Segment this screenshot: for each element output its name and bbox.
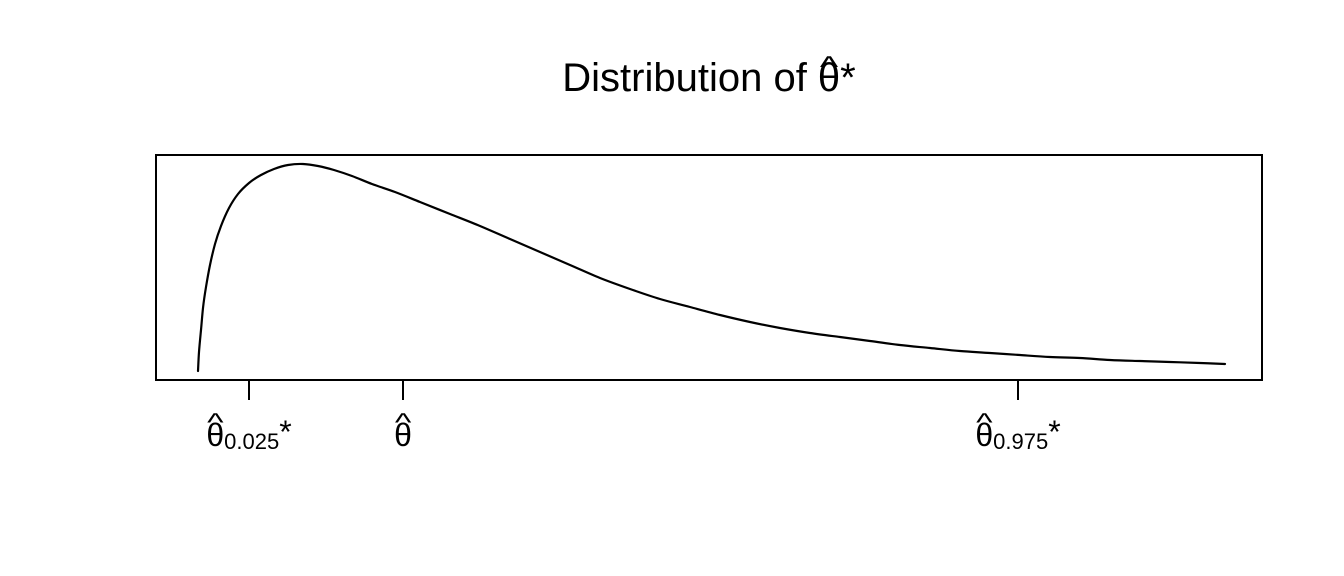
quantile-subscript: 0.025 xyxy=(224,429,280,454)
theta-symbol: θ xyxy=(817,56,841,100)
chart-title: Distribution of ^ θ* xyxy=(155,51,1263,101)
x-axis-tick-point-estimate xyxy=(402,380,404,400)
x-tick-label-upper-percentile: ^ θ0.975* xyxy=(975,409,1061,454)
plot-frame xyxy=(155,154,1263,381)
x-axis-tick-lower-percentile xyxy=(248,380,250,400)
x-axis-tick-upper-percentile xyxy=(1017,380,1019,400)
theta-hat-symbol: ^ θ xyxy=(394,409,412,454)
hat-accent-icon: ^ xyxy=(206,407,224,437)
x-tick-label-lower-percentile: ^ θ0.025* xyxy=(206,409,292,454)
theta-hat-symbol: ^ θ xyxy=(206,409,225,454)
hat-accent-icon: ^ xyxy=(975,407,993,437)
theta-symbol: θ xyxy=(975,417,994,453)
hat-accent-icon: ^ xyxy=(819,51,839,84)
theta-hat-symbol: ^ θ xyxy=(817,51,841,101)
x-tick-label-point-estimate: ^ θ xyxy=(394,409,412,454)
theta-symbol: θ xyxy=(394,417,412,453)
bootstrap-star: * xyxy=(279,414,292,450)
quantile-subscript: 0.975 xyxy=(993,429,1049,454)
hat-accent-icon: ^ xyxy=(394,407,412,437)
chart-title-text: Distribution of xyxy=(562,56,818,100)
chart-title-star: * xyxy=(840,56,856,100)
theta-symbol: θ xyxy=(206,417,225,453)
bootstrap-star: * xyxy=(1048,414,1061,450)
theta-hat-symbol: ^ θ xyxy=(975,409,994,454)
